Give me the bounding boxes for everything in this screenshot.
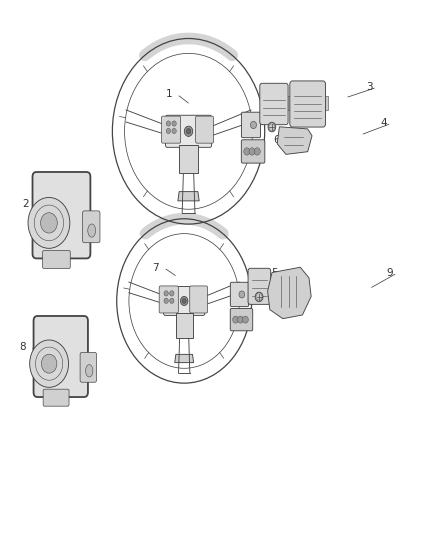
- FancyBboxPatch shape: [248, 268, 271, 304]
- Circle shape: [254, 148, 260, 155]
- Circle shape: [41, 213, 57, 233]
- Ellipse shape: [88, 224, 95, 237]
- FancyBboxPatch shape: [241, 140, 265, 163]
- FancyBboxPatch shape: [42, 251, 70, 269]
- Circle shape: [251, 121, 257, 128]
- FancyBboxPatch shape: [241, 112, 261, 138]
- Bar: [323, 96, 328, 110]
- Text: 6: 6: [273, 305, 280, 315]
- Bar: [179, 145, 198, 173]
- Circle shape: [237, 316, 244, 323]
- Circle shape: [166, 128, 171, 134]
- Polygon shape: [31, 210, 39, 244]
- FancyBboxPatch shape: [196, 116, 213, 143]
- FancyBboxPatch shape: [80, 352, 96, 382]
- Circle shape: [172, 128, 176, 134]
- Circle shape: [268, 122, 276, 132]
- Text: 7: 7: [152, 263, 159, 272]
- Bar: [176, 313, 193, 338]
- FancyBboxPatch shape: [34, 316, 88, 397]
- Text: 6: 6: [273, 135, 280, 146]
- Text: 1: 1: [166, 89, 172, 99]
- FancyBboxPatch shape: [163, 287, 205, 316]
- Circle shape: [180, 296, 188, 305]
- Text: 5: 5: [272, 100, 278, 110]
- FancyBboxPatch shape: [166, 115, 212, 147]
- Text: 3: 3: [366, 82, 372, 92]
- FancyBboxPatch shape: [260, 83, 288, 125]
- Circle shape: [170, 298, 174, 303]
- Polygon shape: [175, 354, 194, 362]
- FancyBboxPatch shape: [190, 286, 208, 313]
- Polygon shape: [277, 127, 312, 155]
- Circle shape: [249, 148, 255, 155]
- FancyBboxPatch shape: [230, 309, 253, 331]
- FancyBboxPatch shape: [159, 286, 178, 313]
- Circle shape: [28, 197, 70, 248]
- Polygon shape: [32, 351, 39, 383]
- Circle shape: [184, 126, 193, 136]
- Circle shape: [239, 291, 245, 298]
- FancyBboxPatch shape: [162, 116, 180, 143]
- Polygon shape: [178, 191, 199, 201]
- Circle shape: [41, 354, 57, 373]
- Text: 4: 4: [380, 118, 387, 128]
- Circle shape: [170, 290, 174, 296]
- Circle shape: [164, 290, 168, 296]
- Circle shape: [164, 298, 168, 303]
- Text: 9: 9: [386, 268, 393, 278]
- Circle shape: [233, 316, 238, 323]
- FancyBboxPatch shape: [43, 389, 69, 406]
- FancyBboxPatch shape: [82, 211, 100, 243]
- Circle shape: [30, 340, 68, 387]
- Text: 5: 5: [272, 268, 278, 278]
- Circle shape: [243, 316, 248, 323]
- Circle shape: [172, 121, 176, 126]
- Circle shape: [186, 128, 191, 134]
- Polygon shape: [268, 267, 311, 319]
- Ellipse shape: [85, 365, 93, 377]
- Circle shape: [244, 148, 250, 155]
- Circle shape: [255, 292, 263, 302]
- Circle shape: [182, 298, 186, 303]
- Text: 8: 8: [19, 342, 25, 352]
- Text: 2: 2: [22, 199, 28, 209]
- FancyBboxPatch shape: [290, 81, 325, 127]
- FancyBboxPatch shape: [32, 172, 90, 259]
- FancyBboxPatch shape: [230, 282, 249, 306]
- Bar: [286, 96, 293, 110]
- Circle shape: [166, 121, 171, 126]
